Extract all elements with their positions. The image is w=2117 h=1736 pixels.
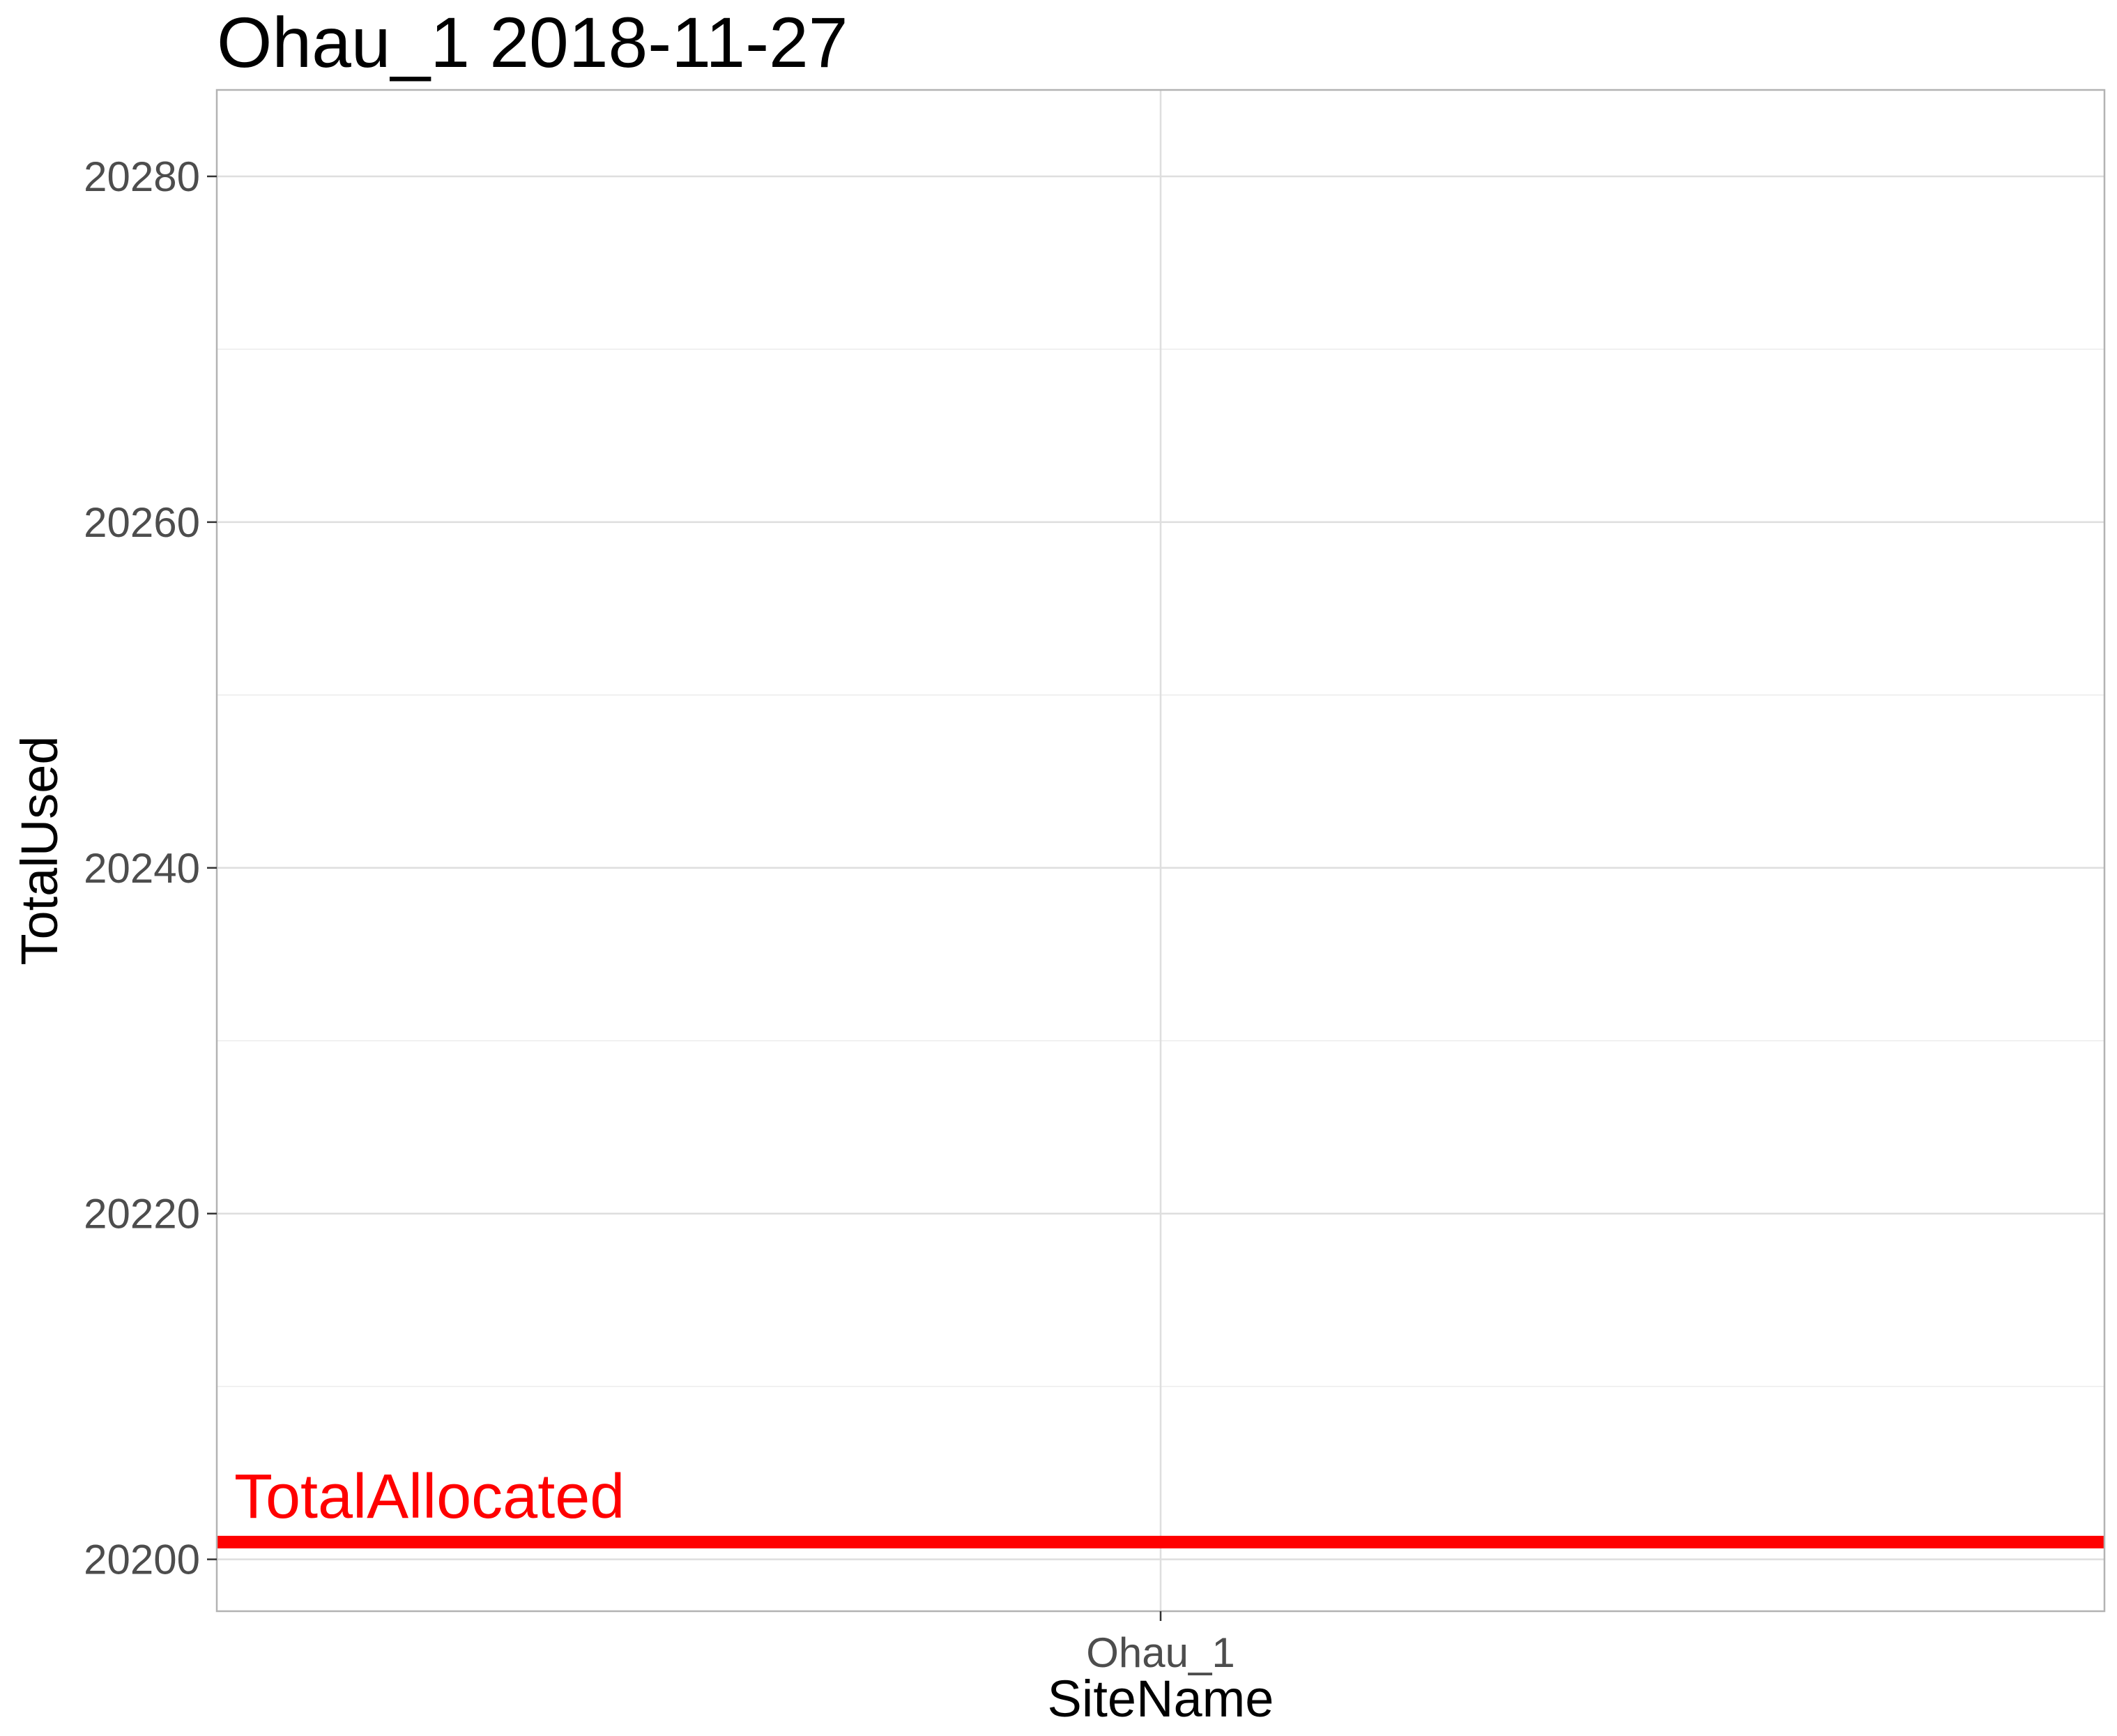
x-axis-title: SiteName [1048, 1670, 1274, 1728]
total-allocated-label: TotalAllocated [234, 1462, 625, 1532]
y-tick-label: 20240 [84, 845, 200, 892]
y-axis-title: TotalUsed [10, 736, 68, 965]
reference-line-group: TotalAllocated [217, 1462, 2104, 1548]
x-tick-label: Ohau_1 [1086, 1629, 1235, 1676]
x-axis-ticks: Ohau_1 [1086, 1611, 1235, 1676]
y-axis-ticks: 20200 20220 20240 20260 20280 [84, 153, 217, 1583]
y-tick-label: 20260 [84, 499, 200, 546]
major-gridlines [217, 90, 2104, 1611]
y-tick-label: 20200 [84, 1537, 200, 1583]
y-tick-label: 20220 [84, 1191, 200, 1238]
chart-title: Ohau_1 2018-11-27 [217, 3, 848, 82]
y-tick-label: 20280 [84, 153, 200, 200]
